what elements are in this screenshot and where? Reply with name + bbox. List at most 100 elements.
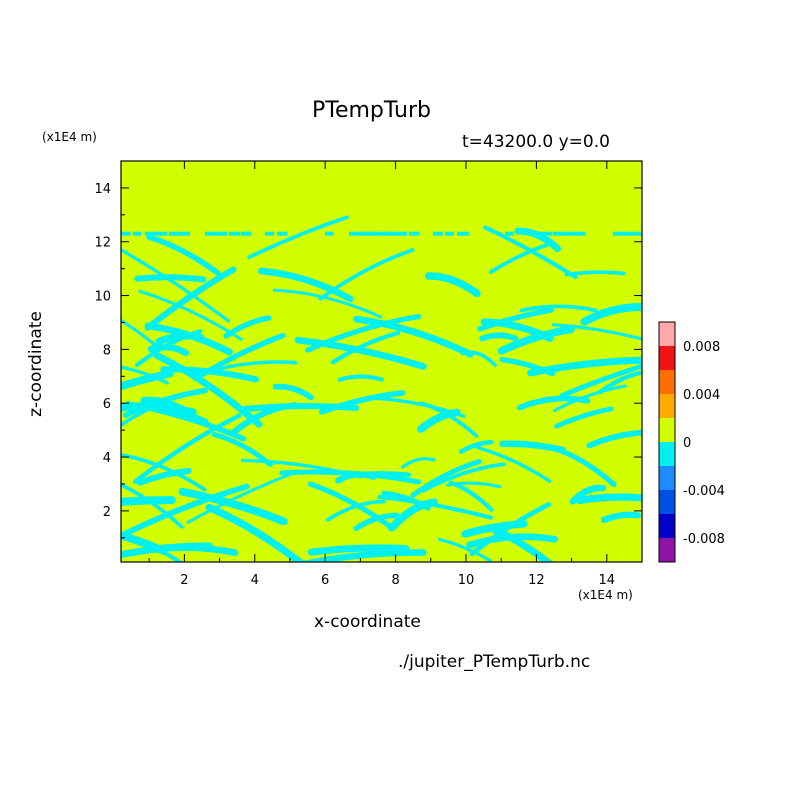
y-tick-label: 2 <box>103 505 111 520</box>
negative-region <box>353 315 474 358</box>
negative-region <box>247 215 349 260</box>
y-tick-label: 10 <box>94 290 111 305</box>
negative-region <box>240 458 363 479</box>
colorbar-swatch <box>659 418 675 442</box>
negative-region <box>136 467 192 486</box>
negative-region <box>121 402 197 416</box>
y-tick-label: 14 <box>94 182 111 197</box>
negative-region <box>488 242 549 275</box>
x-tick-label: 4 <box>251 573 259 588</box>
negative-region <box>272 383 314 401</box>
negative-region <box>541 231 553 236</box>
negative-region <box>223 315 272 339</box>
negative-region <box>369 396 466 418</box>
y-tick-label: 8 <box>103 343 111 358</box>
colorbar-tick-label: 0.008 <box>683 340 720 355</box>
colorbar-swatch <box>659 490 675 514</box>
negative-region <box>553 384 627 412</box>
x-tick-label: 2 <box>180 573 188 588</box>
negative-region <box>121 453 207 492</box>
negative-region <box>277 231 288 236</box>
negative-region <box>129 544 239 557</box>
negative-region <box>373 231 387 236</box>
negative-region <box>613 231 626 236</box>
negative-region <box>551 323 642 341</box>
negative-region <box>466 533 558 549</box>
colorbar-swatch <box>659 394 675 418</box>
negative-region <box>144 322 233 356</box>
negative-region <box>205 231 218 236</box>
negative-region <box>490 525 554 562</box>
negative-region <box>133 231 142 236</box>
negative-region <box>553 231 567 236</box>
colorbar-tick-label: -0.004 <box>683 484 725 499</box>
negative-region <box>305 313 422 353</box>
negative-region <box>272 288 383 319</box>
negative-region <box>241 231 252 236</box>
negative-region <box>121 365 169 385</box>
negative-region <box>445 231 454 236</box>
negative-region <box>121 318 158 348</box>
negative-region <box>569 484 607 505</box>
colorbar-swatch <box>659 514 675 538</box>
negative-region <box>565 231 578 236</box>
x-tick-label: 10 <box>458 573 475 588</box>
x-ticks: 2 4 6 8 10 12 14 <box>148 161 643 588</box>
negative-region <box>178 487 288 526</box>
negative-region <box>121 369 174 391</box>
negative-region <box>231 402 298 435</box>
negative-region <box>186 471 296 524</box>
negative-region <box>217 231 228 236</box>
negative-region <box>265 231 275 236</box>
colorbar-swatch <box>659 538 675 562</box>
negative-region <box>361 231 375 236</box>
negative-region <box>121 496 176 506</box>
negative-region <box>121 247 231 323</box>
negative-region <box>330 330 401 365</box>
negative-region <box>146 234 221 276</box>
negative-region <box>134 274 207 283</box>
negative-region <box>377 494 493 520</box>
colorbar: 0.008 0.004 0 -0.004 -0.008 <box>658 321 725 563</box>
colorbar-tick-label: 0 <box>683 436 691 451</box>
negative-region <box>554 406 614 429</box>
colorbar-frame <box>658 321 676 563</box>
negative-region <box>307 481 393 529</box>
negative-region <box>529 231 542 236</box>
negative-region <box>625 231 637 236</box>
negative-region <box>397 231 408 236</box>
chart-title: PTempTurb <box>312 98 431 123</box>
negative-region <box>433 231 443 236</box>
negative-region <box>121 231 131 236</box>
negative-region <box>205 503 306 562</box>
negative-region <box>385 231 398 236</box>
colorbar-tick-label: -0.008 <box>683 532 725 547</box>
negative-region <box>421 462 506 493</box>
negative-region <box>318 248 415 301</box>
y-tick-label: 6 <box>103 397 111 412</box>
x-tick-label: 14 <box>599 573 616 588</box>
plot-field <box>121 161 642 562</box>
negative-region <box>637 231 642 236</box>
negative-region <box>181 231 190 236</box>
negative-region <box>410 459 482 498</box>
y-tick-label: 4 <box>103 451 111 466</box>
negative-region <box>149 344 190 357</box>
negative-region <box>425 272 481 298</box>
negative-region <box>121 482 184 529</box>
negative-region <box>400 457 436 469</box>
negative-region <box>169 231 183 236</box>
negative-region <box>132 413 242 484</box>
negative-region <box>497 325 575 355</box>
x-tick-label: 8 <box>391 573 399 588</box>
negative-region <box>600 511 641 523</box>
negative-region <box>586 429 642 449</box>
negative-region <box>505 231 514 236</box>
colorbar-swatch <box>659 370 675 394</box>
negative-region <box>307 544 410 556</box>
negative-region <box>460 350 497 367</box>
x-axis-label: x-coordinate <box>314 612 421 632</box>
source-filename: ./jupiter_PTempTurb.nc <box>398 652 591 672</box>
negative-region <box>121 483 250 539</box>
